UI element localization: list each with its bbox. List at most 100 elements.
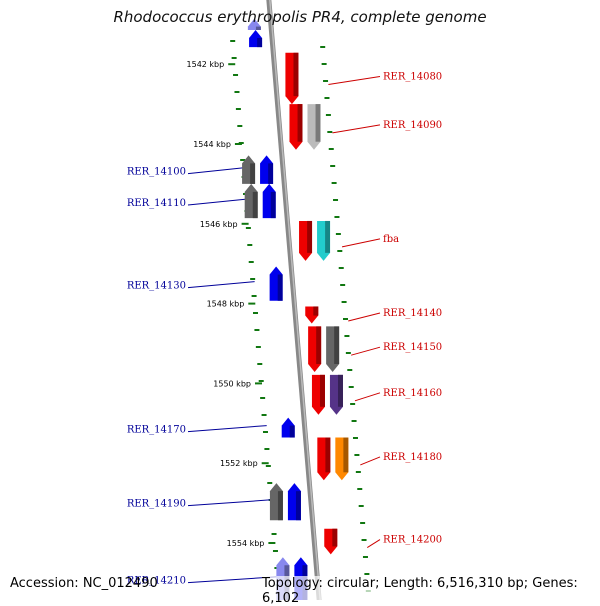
gene-arrow[interactable] (287, 483, 301, 521)
gene-label-leader (328, 75, 381, 85)
track-dot (328, 148, 334, 150)
track-dot (321, 63, 327, 65)
gene-arrow-shade (289, 425, 295, 438)
gene-arrow-shade (250, 163, 256, 184)
gene-arrow-shade (307, 220, 313, 253)
track-dot (258, 380, 264, 382)
track-dot (261, 414, 267, 416)
gene-label: RER_14090 (383, 120, 442, 131)
track-dot (364, 573, 370, 575)
gene-arrow[interactable] (326, 326, 340, 372)
gene-arrow[interactable] (311, 374, 325, 415)
track-dot (254, 329, 260, 331)
gene-label-leader (187, 167, 246, 175)
track-dot (324, 97, 330, 99)
gene-arrow[interactable] (244, 183, 258, 219)
gene-label: RER_14100 (127, 167, 186, 178)
track-dot (344, 335, 350, 337)
genome-title: Rhodococcus erythropolis PR4, complete g… (113, 8, 487, 26)
track-dot (330, 165, 336, 167)
gene-label: RER_14130 (127, 281, 186, 292)
track-dot (265, 465, 271, 467)
gene-arrow[interactable] (317, 437, 331, 481)
gene-label-leader (187, 198, 248, 206)
track-dot (233, 74, 239, 76)
gene-arrow-shade (315, 104, 321, 142)
gene-arrow-shade (338, 374, 343, 407)
gene-arrow-shade (252, 191, 258, 219)
gene-label-leader (348, 312, 381, 322)
track-dot (351, 420, 357, 422)
track-dot (355, 471, 361, 473)
track-dot (343, 318, 349, 320)
gene-arrow-shade (320, 374, 325, 407)
gene-arrow[interactable] (329, 374, 343, 415)
track-dot (260, 397, 266, 399)
gene-label-leader (187, 281, 255, 289)
gene-arrow[interactable] (285, 52, 299, 105)
track-dot (347, 369, 353, 371)
gene-arrow-shade (257, 38, 263, 48)
track-dot (237, 125, 243, 127)
gene-arrow[interactable] (242, 155, 256, 184)
track-dot (354, 454, 360, 456)
track-dot (357, 488, 363, 490)
track-dot (230, 40, 236, 42)
track-dot (348, 386, 354, 388)
gene-arrow[interactable] (317, 220, 331, 261)
track-dot (323, 80, 329, 82)
gene-arrow[interactable] (262, 183, 276, 219)
gene-label: RER_14150 (383, 342, 442, 353)
gene-arrow-shade (295, 491, 301, 521)
gene-arrow-shade (334, 326, 340, 364)
gene-arrow[interactable] (269, 483, 283, 521)
track-dot (248, 261, 254, 263)
kbp-tick-label: 1544 kbp (193, 140, 231, 149)
gene-label: RER_14160 (383, 388, 442, 399)
gene-label: RER_14200 (383, 535, 442, 546)
track-dot (234, 91, 240, 93)
track-dot (341, 301, 347, 303)
track-dot (231, 57, 237, 59)
genome-backbone (266, 0, 323, 606)
kbp-tick-label: 1542 kbp (187, 60, 225, 69)
track-dot (340, 284, 346, 286)
gene-arrow[interactable] (247, 18, 261, 30)
gene-arrow-shade (255, 26, 261, 30)
track-dot (345, 352, 351, 354)
track-dot (247, 244, 253, 246)
gene-arrow[interactable] (249, 30, 263, 48)
gene-arrow[interactable] (260, 155, 274, 184)
gene-arrow-shade (316, 326, 322, 364)
gene-label: RER_14210 (127, 576, 186, 587)
track-dot (325, 114, 331, 116)
gene-arrow[interactable] (289, 104, 303, 150)
gene-arrow[interactable] (299, 220, 313, 261)
track-dot (271, 533, 277, 535)
track-dot (257, 363, 263, 365)
track-dot (362, 556, 368, 558)
track-dot (335, 233, 341, 235)
gene-arrow[interactable] (307, 104, 321, 150)
gene-arrow-shade (332, 528, 338, 547)
kbp-tick-label: 1552 kbp (220, 459, 258, 468)
gene-arrow[interactable] (324, 528, 338, 555)
gene-arrow[interactable] (269, 266, 283, 301)
gene-label-leader (341, 238, 381, 248)
gene-arrow[interactable] (308, 326, 322, 372)
track-dot (253, 312, 259, 314)
track-dot (358, 505, 364, 507)
genome-backbone-highlight (269, 0, 322, 606)
gene-arrow-shade (277, 491, 283, 521)
track-dot (267, 482, 273, 484)
track-dot (350, 403, 356, 405)
gene-arrow-shade (293, 52, 299, 97)
gene-arrow[interactable] (305, 306, 319, 324)
gene-arrow[interactable] (335, 437, 349, 481)
track-dot (240, 159, 246, 161)
track-dot (334, 216, 340, 218)
gene-arrow-shade (268, 163, 274, 184)
gene-arrow[interactable] (281, 417, 295, 438)
track-dot (250, 278, 256, 280)
